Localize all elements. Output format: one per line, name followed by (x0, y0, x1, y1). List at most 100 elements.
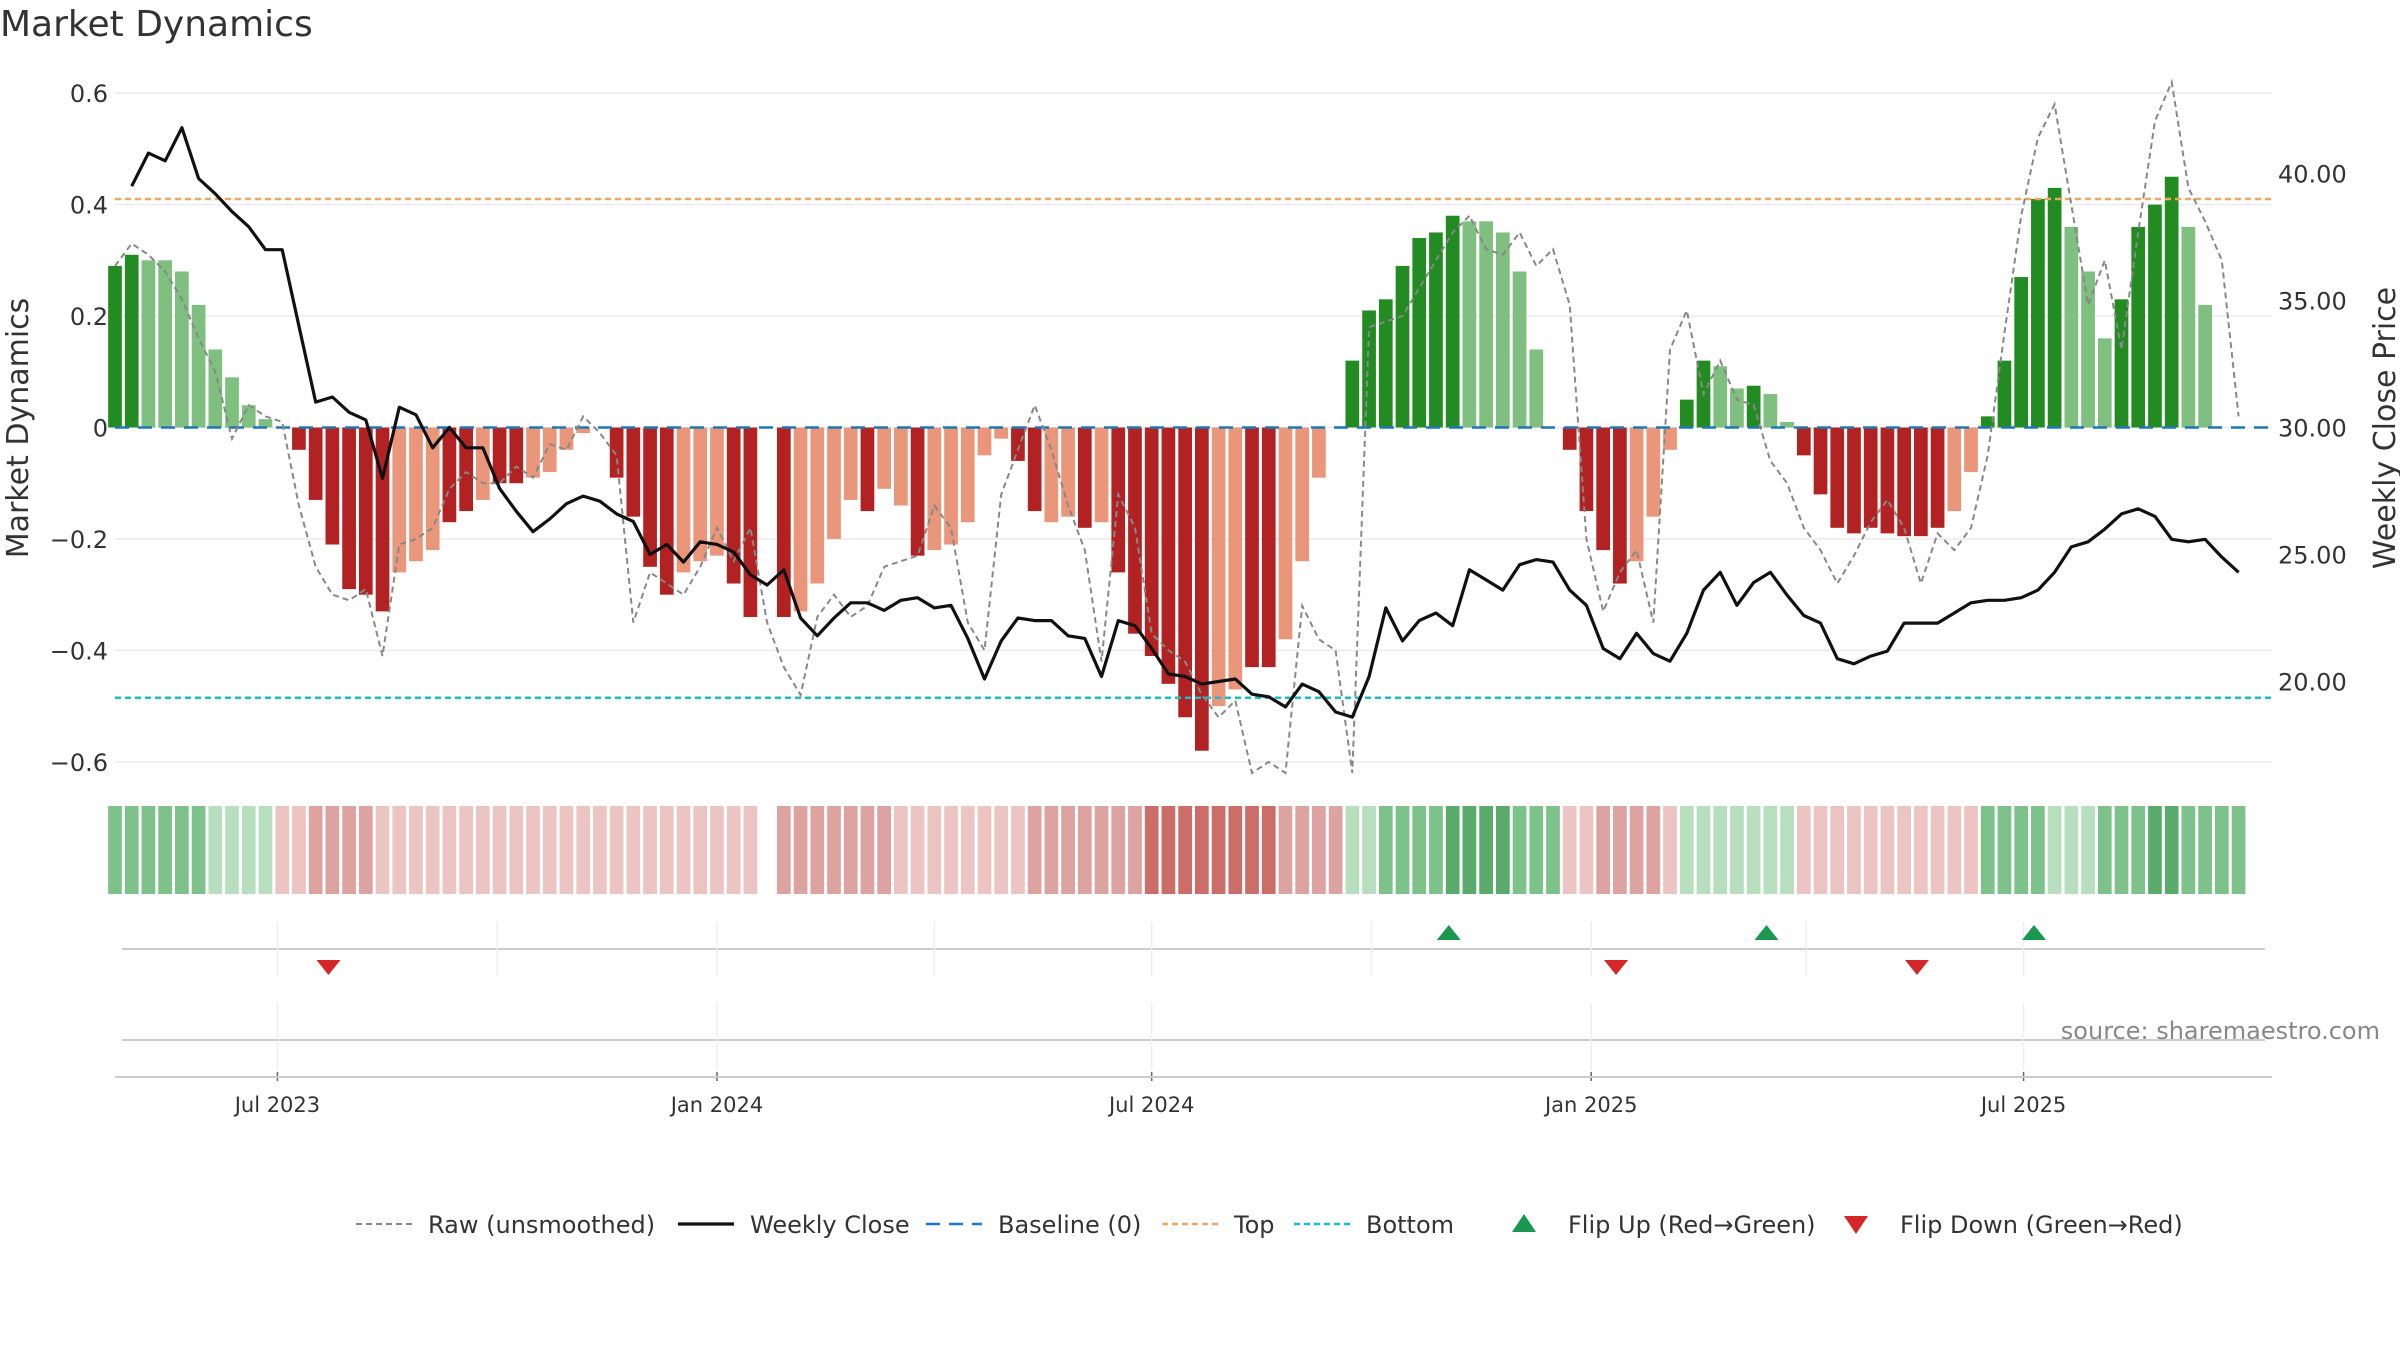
regime-cell (158, 806, 173, 894)
momentum-bar (977, 427, 992, 456)
regime-cell (1445, 806, 1460, 894)
regime-cell (241, 806, 256, 894)
momentum-bar (1847, 427, 1861, 534)
regime-cell (1195, 806, 1209, 894)
momentum-bar (258, 419, 273, 428)
flip-panel (122, 922, 2265, 976)
regime-cell (1144, 806, 1159, 894)
momentum-bar (609, 427, 624, 478)
momentum-bar (1312, 427, 1326, 478)
raw-series-line (114, 78, 2240, 775)
regime-cell (492, 806, 507, 894)
momentum-bar (1261, 427, 1276, 668)
regime-cell (693, 806, 708, 894)
regime-cell (442, 806, 457, 894)
regime-cell (1011, 806, 1025, 894)
momentum-bar (1930, 427, 1945, 528)
regime-cell (1211, 806, 1226, 894)
momentum-bar (1144, 427, 1159, 656)
y-right-tick-label: 40.00 (2278, 160, 2347, 188)
momentum-bar (1094, 427, 1109, 523)
regime-cell (526, 806, 540, 894)
regime-cell (2014, 806, 2029, 894)
flip-down-marker (1904, 960, 1929, 975)
momentum-bar (476, 427, 490, 500)
regime-cell (2148, 806, 2162, 894)
regime-cell (1663, 806, 1677, 894)
momentum-bar (1763, 394, 1778, 428)
flip-down-marker (1604, 960, 1629, 975)
regime-cell (810, 806, 825, 894)
y-tick-label: 0.2 (70, 303, 108, 331)
regime-cell (1111, 806, 1126, 894)
momentum-bar (225, 377, 239, 428)
regime-cell (1863, 806, 1878, 894)
regime-cell (994, 806, 1009, 894)
regime-cell (1495, 806, 1510, 894)
y-right-tick-label: 25.00 (2278, 542, 2347, 570)
momentum-bar (693, 427, 708, 562)
y-tick-label: −0.2 (50, 526, 108, 554)
regime-cell (559, 806, 574, 894)
regime-cell (275, 806, 290, 894)
momentum-bar (1077, 427, 1092, 528)
regime-cell (1546, 806, 1560, 894)
momentum-bar (1011, 427, 1025, 461)
regime-cell (877, 806, 892, 894)
regime-cell (108, 806, 122, 894)
momentum-bar (1445, 215, 1460, 428)
momentum-bar (1980, 416, 1995, 428)
momentum-bar (994, 427, 1009, 439)
regime-cell (659, 806, 674, 894)
regime-cell (392, 806, 407, 894)
flip-up-marker (2022, 925, 2047, 940)
flip-up-marker (1754, 925, 1779, 940)
momentum-bar (442, 427, 457, 523)
regime-cell (292, 806, 306, 894)
regime-cell (1763, 806, 1778, 894)
momentum-bar (108, 265, 122, 428)
momentum-bar (1897, 427, 1911, 537)
momentum-bar (292, 427, 306, 450)
momentum-bar (1512, 271, 1527, 428)
regime-cell (1613, 806, 1627, 894)
momentum-bar (944, 427, 958, 545)
regime-cell (459, 806, 473, 894)
momentum-bar (810, 427, 825, 584)
regime-cell (258, 806, 273, 894)
momentum-bar (492, 427, 507, 484)
grid-layer (115, 92, 2272, 763)
legend-flip-down-swatch (1844, 1216, 1868, 1234)
regime-cell (793, 806, 808, 894)
momentum-bar (1412, 238, 1427, 428)
momentum-bar (1245, 427, 1259, 668)
momentum-bar (2131, 226, 2146, 428)
momentum-bar (1462, 221, 1477, 428)
regime-cell (1796, 806, 1811, 894)
momentum-bar (1479, 221, 1493, 428)
momentum-bar (2114, 299, 2129, 428)
regime-cell (1412, 806, 1427, 894)
momentum-bar (308, 427, 323, 500)
momentum-bar (392, 427, 407, 573)
regime-cell (175, 806, 189, 894)
regime-cell (827, 806, 841, 894)
momentum-bar (509, 427, 524, 484)
y-right-axis-label: Weekly Close Price (2368, 287, 2400, 569)
momentum-bar (1362, 310, 1376, 428)
momentum-bar (2097, 338, 2112, 428)
y-tick-label: 0.6 (70, 80, 108, 108)
regime-cell (1596, 806, 1611, 894)
momentum-bar (1429, 232, 1443, 428)
regime-cell (308, 806, 323, 894)
bottom-panel: source: sharemaestro.com (115, 1003, 2380, 1078)
momentum-bar (643, 427, 657, 567)
momentum-bar (2064, 226, 2079, 428)
regime-cell (1378, 806, 1393, 894)
regime-cell (2114, 806, 2129, 894)
regime-cell (1562, 806, 1577, 894)
regime-cell (1579, 806, 1594, 894)
legend-label: Raw (unsmoothed) (428, 1211, 655, 1239)
momentum-bar (1161, 427, 1176, 684)
momentum-bar (409, 427, 423, 562)
